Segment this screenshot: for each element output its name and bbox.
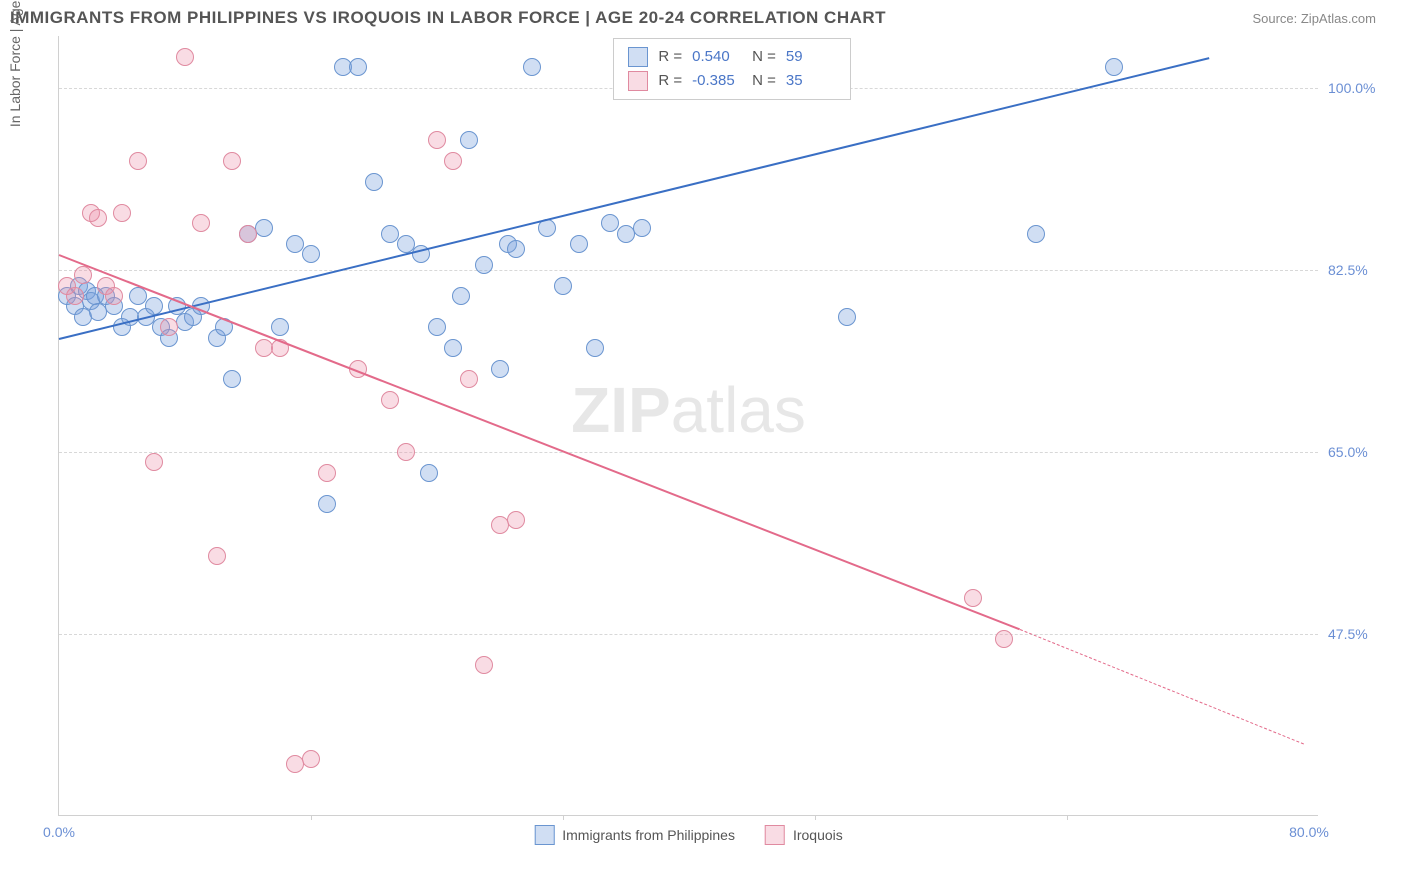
data-point <box>176 48 194 66</box>
data-point <box>444 152 462 170</box>
chart-title: IMMIGRANTS FROM PHILIPPINES VS IROQUOIS … <box>10 8 886 28</box>
legend-item: Iroquois <box>765 825 843 845</box>
data-point <box>74 266 92 284</box>
data-point <box>420 464 438 482</box>
x-tick-mark <box>1067 815 1068 820</box>
stat-label-r: R = <box>658 45 682 69</box>
data-point <box>208 547 226 565</box>
data-point <box>570 235 588 253</box>
legend: Immigrants from Philippines Iroquois <box>534 825 843 845</box>
source-attribution: Source: ZipAtlas.com <box>1252 11 1376 26</box>
data-point <box>428 131 446 149</box>
data-point <box>601 214 619 232</box>
data-point <box>964 589 982 607</box>
trend-line <box>59 254 1020 630</box>
gridline <box>59 270 1318 271</box>
data-point <box>129 152 147 170</box>
stat-label-n: N = <box>752 69 776 93</box>
x-tick-mark <box>563 815 564 820</box>
stat-value-n: 35 <box>786 69 836 93</box>
x-tick-label: 0.0% <box>43 824 75 840</box>
data-point <box>318 495 336 513</box>
legend-label: Immigrants from Philippines <box>562 827 735 843</box>
data-point <box>160 318 178 336</box>
data-point <box>995 630 1013 648</box>
scatter-plot: ZIPatlas 47.5%65.0%82.5%100.0%0.0%80.0%R… <box>58 36 1318 816</box>
gridline <box>59 634 1318 635</box>
y-axis-label: In Labor Force | Age 20-24 <box>7 0 23 127</box>
data-point <box>507 511 525 529</box>
stat-value-r: 0.540 <box>692 45 742 69</box>
data-point <box>633 219 651 237</box>
data-point <box>397 443 415 461</box>
data-point <box>192 214 210 232</box>
data-point <box>223 152 241 170</box>
stats-row: R = 0.540 N = 59 <box>628 45 836 69</box>
legend-item: Immigrants from Philippines <box>534 825 735 845</box>
data-point <box>145 453 163 471</box>
data-point <box>428 318 446 336</box>
x-tick-mark <box>311 815 312 820</box>
data-point <box>318 464 336 482</box>
data-point <box>302 245 320 263</box>
data-point <box>286 235 304 253</box>
data-point <box>302 750 320 768</box>
gridline <box>59 452 1318 453</box>
data-point <box>381 225 399 243</box>
x-tick-label: 80.0% <box>1289 824 1329 840</box>
legend-swatch <box>765 825 785 845</box>
stats-row: R = -0.385 N = 35 <box>628 69 836 93</box>
stat-label-n: N = <box>752 45 776 69</box>
data-point <box>460 370 478 388</box>
data-point <box>349 58 367 76</box>
source-link[interactable]: ZipAtlas.com <box>1301 11 1376 26</box>
data-point <box>491 360 509 378</box>
data-point <box>239 225 257 243</box>
data-point <box>507 240 525 258</box>
legend-label: Iroquois <box>793 827 843 843</box>
data-point <box>255 219 273 237</box>
stat-value-n: 59 <box>786 45 836 69</box>
data-point <box>66 287 84 305</box>
data-point <box>381 391 399 409</box>
data-point <box>1105 58 1123 76</box>
y-tick-label: 65.0% <box>1328 444 1398 460</box>
data-point <box>475 656 493 674</box>
legend-swatch <box>534 825 554 845</box>
data-point <box>271 318 289 336</box>
data-point <box>444 339 462 357</box>
data-point <box>223 370 241 388</box>
data-point <box>838 308 856 326</box>
stat-label-r: R = <box>658 69 682 93</box>
series-swatch <box>628 47 648 67</box>
correlation-stats-box: R = 0.540 N = 59 R = -0.385 N = 35 <box>613 38 851 100</box>
data-point <box>113 204 131 222</box>
data-point <box>523 58 541 76</box>
data-point <box>89 209 107 227</box>
trend-line-extrapolated <box>1020 629 1304 744</box>
y-tick-label: 82.5% <box>1328 262 1398 278</box>
data-point <box>397 235 415 253</box>
series-swatch <box>628 71 648 91</box>
data-point <box>1027 225 1045 243</box>
y-tick-label: 47.5% <box>1328 626 1398 642</box>
y-tick-label: 100.0% <box>1328 80 1398 96</box>
data-point <box>475 256 493 274</box>
data-point <box>365 173 383 191</box>
data-point <box>452 287 470 305</box>
data-point <box>460 131 478 149</box>
data-point <box>105 287 123 305</box>
data-point <box>554 277 572 295</box>
data-point <box>586 339 604 357</box>
watermark: ZIPatlas <box>571 373 806 447</box>
x-tick-mark <box>815 815 816 820</box>
data-point <box>129 287 147 305</box>
stat-value-r: -0.385 <box>692 69 742 93</box>
